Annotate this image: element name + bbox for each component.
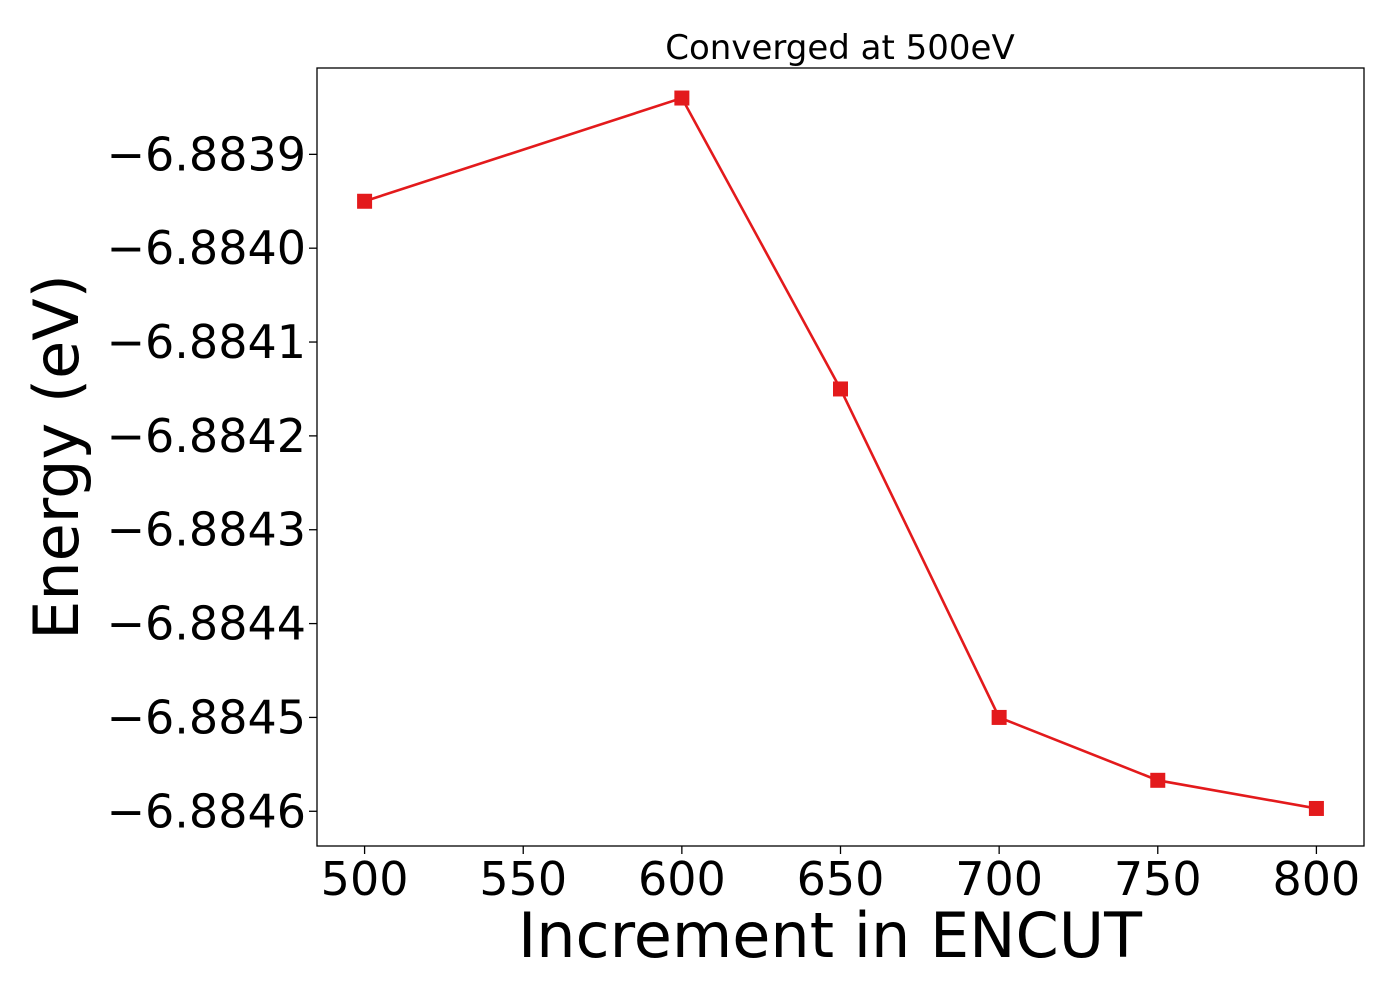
y-tick-label: −6.8840 [107,221,307,275]
data-point-marker [674,90,690,106]
x-tick-label: 800 [1273,852,1361,906]
x-tick-label: 550 [479,852,567,906]
y-tick-label: −6.8843 [107,503,307,557]
x-axis-ticks: 500 550 600 650 700 750 800 [321,846,1361,906]
x-axis-label: Increment in ENCUT [518,899,1143,972]
y-axis-ticks: −6.8839 −6.8840 −6.8841 −6.8842 −6.8843 −6.88… [107,127,317,838]
data-point-marker [357,193,373,209]
y-tick-label: −6.8841 [107,315,307,369]
x-tick-label: 650 [797,852,885,906]
y-tick-label: −6.8845 [107,690,307,744]
y-tick-label: −6.8839 [107,127,307,181]
data-point-marker [833,381,848,397]
y-tick-label: −6.8846 [107,784,307,838]
y-tick-label: −6.8844 [107,597,307,651]
x-tick-label: 750 [1114,852,1202,906]
series-layer [357,90,1324,816]
x-tick-label: 700 [955,852,1043,906]
series-line [364,96,1317,810]
x-tick-label: 600 [638,852,726,906]
chart-title: Converged at 500eV [665,28,1014,68]
plot-frame [316,67,1365,847]
y-axis-label: Energy (eV) [20,274,93,640]
data-point-marker [1308,800,1324,816]
x-tick-label: 500 [321,852,409,906]
data-point-marker [991,709,1007,725]
data-point-marker [1150,772,1166,788]
y-tick-label: −6.8842 [107,409,307,463]
